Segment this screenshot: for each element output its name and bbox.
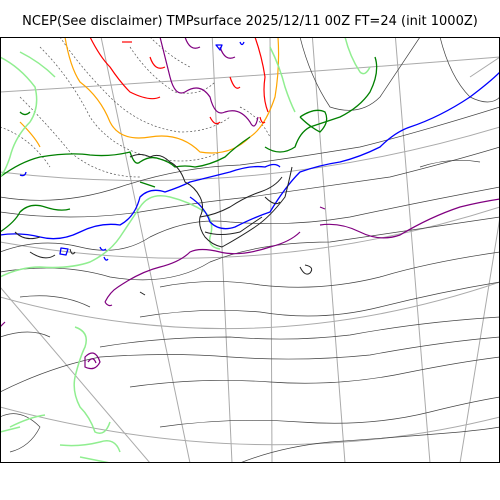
contour-lightgreen	[0, 37, 371, 463]
graticule-meridians	[0, 37, 500, 463]
map-frame	[0, 37, 500, 463]
graticule-parallels	[0, 56, 500, 446]
contour-blue	[0, 41, 500, 261]
contour-red	[89, 37, 269, 125]
coastline	[14, 154, 313, 296]
contour-green	[0, 56, 378, 233]
map-title: NCEP(See disclaimer) TMPsurface 2025/12/…	[22, 14, 478, 29]
contour-purple	[0, 37, 500, 370]
contours-dark	[0, 37, 500, 463]
contour-orange	[19, 37, 280, 154]
map-canvas	[0, 37, 500, 463]
